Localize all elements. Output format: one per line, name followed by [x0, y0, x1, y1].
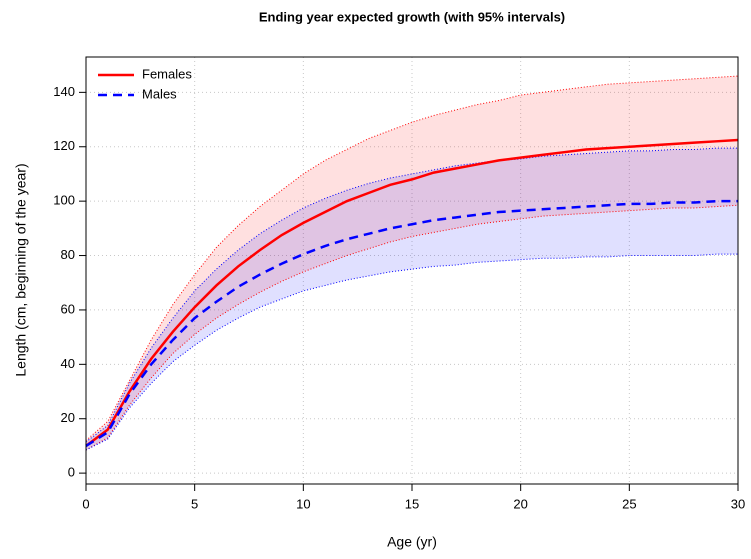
legend-label: Males: [142, 86, 177, 101]
y-tick-label: 140: [53, 84, 75, 99]
x-tick-label: 30: [731, 496, 745, 511]
y-tick-label: 20: [61, 410, 75, 425]
plot-frame: [85, 56, 739, 485]
y-tick-label: 100: [53, 193, 75, 208]
y-tick-label: 60: [61, 301, 75, 316]
x-tick-label: 0: [82, 496, 89, 511]
y-tick-label: 40: [61, 356, 75, 371]
x-tick-label: 10: [296, 496, 310, 511]
upper-bound-line: [85, 75, 739, 441]
x-axis-label: Age (yr): [387, 534, 437, 550]
x-tick-label: 5: [191, 496, 198, 511]
series-line: [85, 199, 738, 447]
interval-band: [86, 76, 738, 451]
series-line: [85, 138, 739, 447]
interval-band: [86, 148, 738, 451]
lower-bound-line: [85, 253, 738, 451]
y-tick-label: 0: [68, 465, 75, 480]
y-tick-label: 120: [53, 138, 75, 153]
y-tick-label: 80: [61, 247, 75, 262]
chart-title: Ending year expected growth (with 95% in…: [259, 9, 565, 24]
x-tick-label: 20: [513, 496, 527, 511]
y-axis-label: Length (cm, beginning of the year): [13, 163, 29, 376]
x-tick-label: 15: [405, 496, 419, 511]
legend-label: Females: [142, 66, 192, 81]
x-tick-label: 25: [622, 496, 636, 511]
